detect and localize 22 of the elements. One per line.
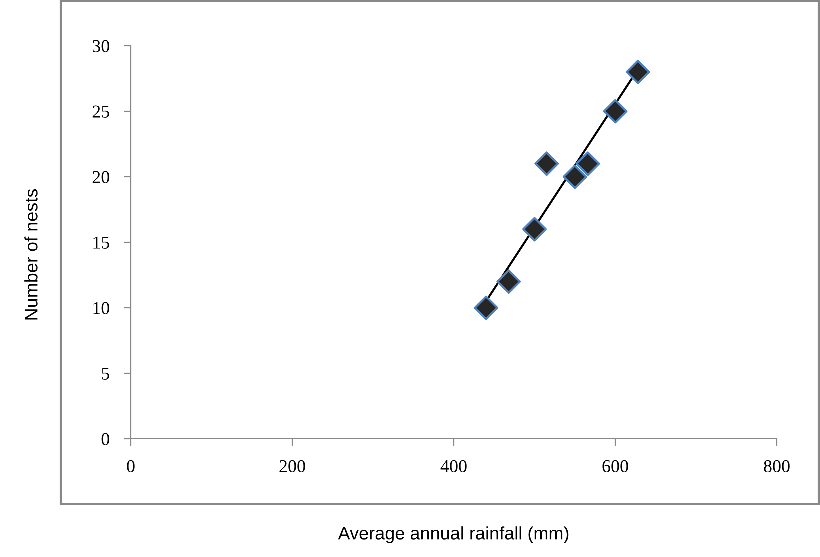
y-tick-label: 0 (102, 433, 110, 446)
x-tick-label: 400 (440, 460, 467, 473)
point (603, 99, 628, 124)
point (474, 296, 499, 320)
y-tick-label: 20 (92, 171, 110, 184)
x-tick-label: 600 (602, 460, 628, 473)
y-tick-label: 5 (102, 368, 110, 380)
point (576, 152, 600, 176)
point (496, 270, 522, 294)
x-axis-title: Average annual rainfall (mm) (338, 526, 569, 544)
y-tick-label: 10 (94, 302, 110, 314)
point (534, 152, 560, 176)
y-axis-title: Number of nests (24, 189, 38, 320)
y-tick-label: 30 (92, 40, 110, 52)
y-tick-label: 25 (92, 106, 110, 118)
x-tick-label: 0 (127, 460, 135, 473)
point (562, 164, 588, 190)
point (522, 217, 547, 242)
x-tick-label: 800 (764, 460, 790, 473)
y-tick-label: 15 (94, 236, 110, 249)
point (626, 60, 650, 84)
x-tick-label: 200 (280, 460, 306, 473)
